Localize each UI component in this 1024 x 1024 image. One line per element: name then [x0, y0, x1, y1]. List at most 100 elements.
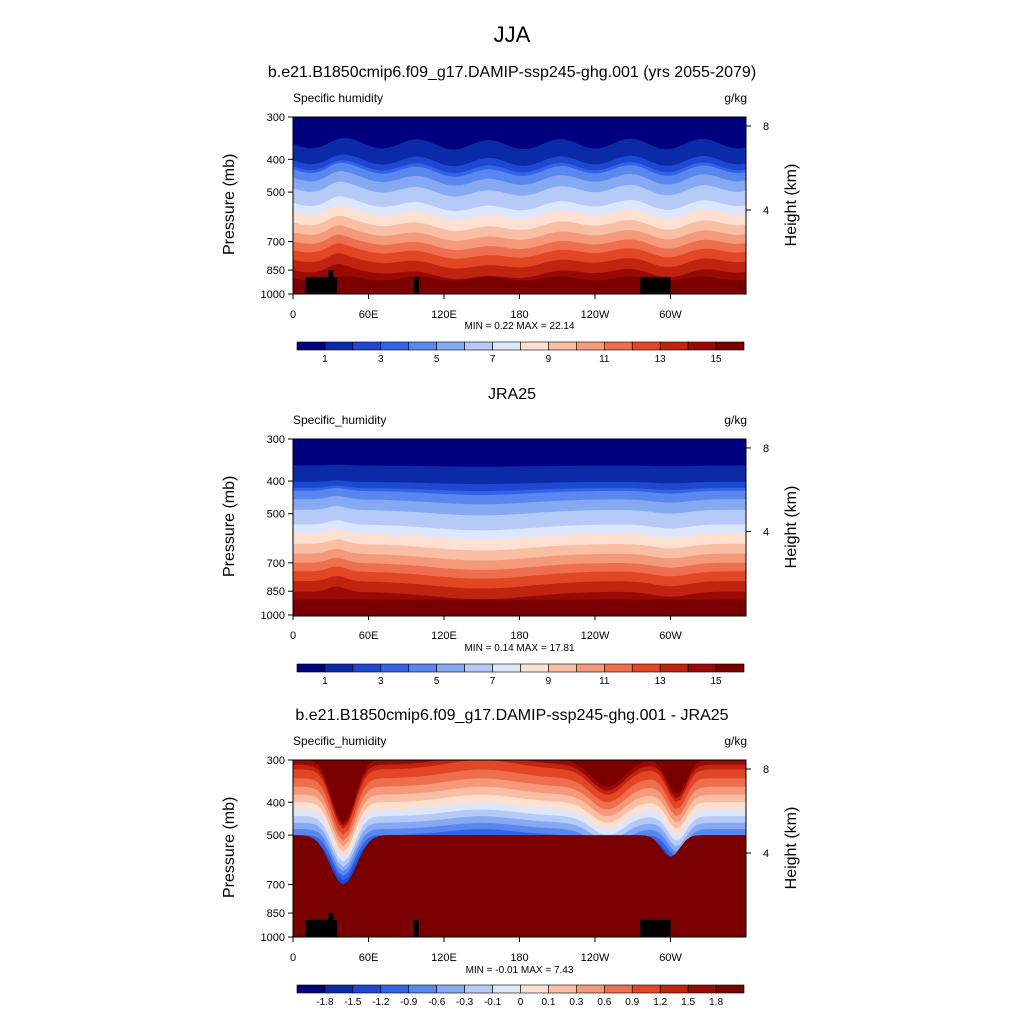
- panel-1-topography: [640, 276, 671, 294]
- panel-2-minmax: MIN = 0.14 MAX = 17.81: [464, 643, 575, 654]
- panel-2-colorbar-label: 9: [546, 676, 552, 687]
- panel-3-colorbar-label: 0.9: [625, 997, 639, 1008]
- panel-1-y2tick-label: 4: [763, 205, 769, 217]
- panel-3-colorbar-label: -0.6: [428, 997, 446, 1008]
- panel-1-variable: Specific humidity: [293, 91, 384, 105]
- panel-3-colorbar-swatch: [604, 984, 633, 994]
- panel-3-colorbar-label: -0.3: [456, 997, 474, 1008]
- panel-1-title: b.e21.B1850cmip6.f09_g17.DAMIP-ssp245-gh…: [267, 64, 757, 81]
- panel-2-colorbar-swatch: [352, 663, 382, 673]
- panel-1-topography: [413, 276, 419, 294]
- panel-2-units: g/kg: [724, 413, 747, 427]
- panel-3-ytick-label: 700: [267, 880, 285, 892]
- panel-2-field: [293, 439, 746, 616]
- panel-2-colorbar-swatch: [604, 663, 633, 673]
- panel-1-units: g/kg: [724, 91, 747, 105]
- panel-2-colorbar-label: 11: [599, 676, 610, 687]
- panel-2-title: JRA25: [487, 386, 537, 403]
- panel-3-colorbar-label: -1.2: [372, 997, 390, 1008]
- panel-2-y2tick-label: 4: [763, 526, 769, 538]
- panel-2-colorbar-swatch: [548, 663, 577, 673]
- panel-1-xtick-label: 60W: [659, 309, 682, 321]
- panel-3-colorbar-label: -1.5: [344, 997, 362, 1008]
- panel-2-colorbar-label: 5: [434, 676, 440, 687]
- panel-1-colorbar-swatch: [631, 341, 661, 351]
- panel-2-ytick-label: 400: [267, 476, 285, 488]
- panel-2-y2tick-label: 8: [763, 443, 769, 455]
- panel-3-colorbar-label: 1.2: [653, 997, 667, 1008]
- panel-3-colorbar-label: 0: [518, 997, 524, 1008]
- panel-1-ytick-label: 400: [267, 154, 285, 166]
- panel-3-ytick-label: 850: [267, 908, 285, 920]
- panel-2-ytick-label: 500: [267, 509, 285, 521]
- panel-1-colorbar-swatch: [687, 341, 717, 351]
- panel-1-xtick-label: 60E: [359, 309, 379, 321]
- panel-3-colorbar-label: -1.8: [316, 997, 334, 1008]
- panel-3-colorbar-swatch: [324, 984, 354, 994]
- panel-3-colorbar-label: 1.5: [681, 997, 695, 1008]
- panel-1-contour-band: [293, 276, 746, 294]
- panel-1-colorbar-swatch: [380, 341, 410, 351]
- panel-2-xtick-label: 60E: [359, 630, 379, 642]
- panel-1-colorbar-swatch: [492, 341, 521, 351]
- panel-1-colorbar-swatch: [408, 341, 437, 351]
- panel-3-colorbar-label: -0.1: [484, 997, 502, 1008]
- panel-1-colorbar-label: 5: [434, 354, 440, 365]
- panel-1-colorbar-swatch: [324, 341, 354, 351]
- panel-3-colorbar-swatch: [352, 984, 382, 994]
- panel-1-colorbar-label: 7: [490, 354, 496, 365]
- panel-3-colorbar-swatch: [520, 984, 549, 994]
- panel-1-ytick-label: 700: [267, 237, 285, 249]
- panel-3-y2tick-label: 4: [763, 848, 769, 860]
- panel-1-xtick-label: 180: [510, 309, 528, 321]
- panel-2-colorbar-label: 7: [490, 676, 496, 687]
- panel-1-ytick-label: 300: [267, 112, 285, 124]
- panel-3-colorbar-swatch: [687, 984, 717, 994]
- panel-1-colorbar-label: 13: [655, 354, 667, 365]
- panel-3-xtick-label: 180: [510, 952, 528, 964]
- panel-3-y2tick-label: 8: [763, 764, 769, 776]
- panel-3-topography: [328, 913, 334, 937]
- panel-1-colorbar-swatch: [604, 341, 633, 351]
- panel-3-colorbar-swatch: [464, 984, 493, 994]
- panel-2-xtick-label: 180: [510, 630, 528, 642]
- panel-2-xtick-label: 60W: [659, 630, 682, 642]
- panel-1-colorbar-label: 11: [599, 354, 610, 365]
- panel-2-xtick-label: 0: [290, 630, 296, 642]
- panel-2-xtick-label: 120W: [581, 630, 610, 642]
- panel-1-colorbar-swatch: [659, 341, 689, 351]
- panel-1-colorbar-swatch: [352, 341, 382, 351]
- panel-2-colorbar-swatch: [659, 663, 689, 673]
- panel-1-colorbar-swatch: [548, 341, 577, 351]
- panel-3-colorbar-label: 0.1: [541, 997, 555, 1008]
- panel-3-colorbar-swatch: [715, 984, 745, 994]
- panel-1-y2tick-label: 8: [763, 121, 769, 133]
- panel-1-colorbar-swatch: [436, 341, 465, 351]
- panel-3-ytick-label: 500: [267, 830, 285, 842]
- panel-1-colorbar-label: 1: [322, 354, 328, 365]
- panel-3-field: [293, 760, 746, 937]
- panel-2-variable: Specific_humidity: [293, 413, 387, 427]
- panel-2-colorbar-swatch: [436, 663, 465, 673]
- panel-2-ytick-label: 850: [267, 586, 285, 598]
- panel-2-colorbar-swatch: [464, 663, 493, 673]
- panel-2-colorbar-swatch: [408, 663, 437, 673]
- panel-1-colorbar-label: 3: [378, 354, 384, 365]
- panel-3-minmax: MIN = -0.01 MAX = 7.43: [465, 965, 574, 976]
- panel-2-colorbar-label: 1: [322, 676, 328, 687]
- panel-3-xtick-label: 120E: [431, 952, 457, 964]
- panel-3-colorbar-swatch: [380, 984, 410, 994]
- panel-1-colorbar-label: 15: [711, 354, 723, 365]
- panel-3-lower-band: [293, 835, 746, 937]
- panel-1-xtick-label: 120E: [431, 309, 457, 321]
- panel-3-ytick-label: 300: [267, 755, 285, 767]
- panel-2-colorbar-label: 3: [378, 676, 384, 687]
- panel-1-colorbar-swatch: [576, 341, 605, 351]
- panel-3-colorbar-swatch: [548, 984, 577, 994]
- panel-3-topography: [413, 919, 419, 937]
- panel-3-units: g/kg: [724, 734, 747, 748]
- panel-3-colorbar-swatch: [631, 984, 661, 994]
- panel-3-title: b.e21.B1850cmip6.f09_g17.DAMIP-ssp245-gh…: [295, 707, 729, 724]
- panel-3-colorbar-label: 0.3: [569, 997, 583, 1008]
- panel-1-colorbar-swatch: [520, 341, 549, 351]
